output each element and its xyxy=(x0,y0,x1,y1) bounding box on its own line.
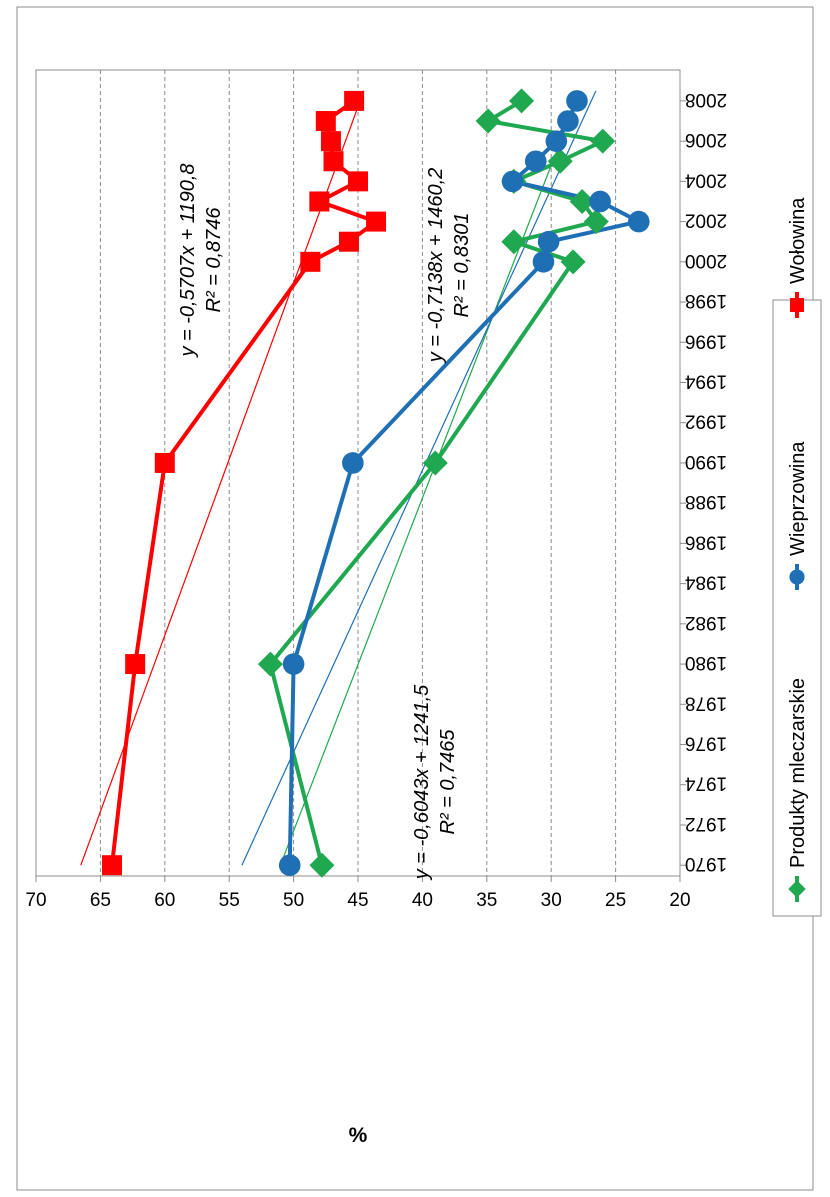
data-point xyxy=(344,90,365,111)
data-point xyxy=(566,90,588,112)
trend-equation-line: y = -0,7138x + 1460,2 xyxy=(425,168,447,365)
legend-box xyxy=(772,299,822,917)
data-point xyxy=(537,230,560,253)
year-tick-label: 2008 xyxy=(685,89,727,110)
value-axis-title: % xyxy=(349,1124,368,1147)
year-tick-label: 2000 xyxy=(685,250,727,271)
legend-label: Wołowina xyxy=(787,197,809,284)
year-axis-ticks: 1970 1972 1974 1976 1978 1980 1982 1984 1986 1988… xyxy=(680,89,727,874)
year-tick-label: 1992 xyxy=(685,411,727,432)
data-point xyxy=(509,88,535,114)
data-point xyxy=(547,148,573,174)
year-tick-label: 1972 xyxy=(685,813,727,834)
data-point xyxy=(590,128,616,154)
year-tick-label: 1988 xyxy=(685,491,727,512)
value-tick-label: 20 xyxy=(669,890,690,911)
trend-r-squared: R² = 0,8301 xyxy=(451,212,473,317)
legend-swatch-marker xyxy=(789,569,805,585)
data-point xyxy=(583,209,609,235)
data-point xyxy=(422,450,448,476)
year-tick-label: 1978 xyxy=(685,692,727,713)
data-point xyxy=(501,229,527,255)
value-axis-ticks: 20 25 30 35 40 45 50 55 60 65 70 xyxy=(25,876,691,911)
year-tick-label: 2006 xyxy=(685,129,727,150)
year-tick-label: 1994 xyxy=(684,370,727,391)
year-tick-label: 1976 xyxy=(685,733,727,754)
trendline xyxy=(241,90,597,866)
data-point xyxy=(282,653,305,675)
data-point xyxy=(101,855,122,876)
value-tick-label: 45 xyxy=(347,890,368,911)
legend-entry: Wieprzowina xyxy=(787,441,809,590)
data-point xyxy=(342,452,364,474)
year-tick-label: 2004 xyxy=(684,169,727,190)
data-point xyxy=(300,251,321,272)
legend-swatch-marker xyxy=(790,298,804,312)
trend-equation: y = -0,7138x + 1460,2 R² = 0,8301 xyxy=(425,168,473,365)
year-tick-label: 1980 xyxy=(685,652,727,673)
year-tick-label: 1990 xyxy=(685,451,727,472)
data-point xyxy=(278,854,301,876)
value-tick-label: 30 xyxy=(541,890,562,911)
legend: Produkty mleczarskie Wieprzowina Wołowina xyxy=(772,197,822,917)
year-tick-label: 1970 xyxy=(685,853,727,874)
value-tick-label: 65 xyxy=(90,890,111,911)
trend-equation-line: y = -0,6043x + 1241,5 xyxy=(411,684,433,881)
trend-r-squared: R² = 0,7465 xyxy=(437,729,459,835)
year-tick-label: 1986 xyxy=(685,531,727,552)
data-point xyxy=(348,171,368,192)
data-point xyxy=(557,110,579,132)
value-tick-label: 35 xyxy=(476,890,497,911)
value-tick-label: 25 xyxy=(605,890,626,911)
value-tick-label: 55 xyxy=(219,890,240,911)
data-point xyxy=(366,211,387,232)
legend-label: Wieprzowina xyxy=(787,441,809,556)
trend-equation: y = -0,5707x + 1190,8 R² = 0,8746 xyxy=(177,163,225,358)
legend-swatch-marker xyxy=(788,880,806,898)
data-point xyxy=(545,130,568,152)
data-point xyxy=(315,111,336,132)
trend-equations: y = -0,6043x + 1241,5 R² = 0,7465 y = -0,7… xyxy=(177,163,473,881)
year-tick-label: 1982 xyxy=(685,612,727,633)
series-line xyxy=(268,99,605,866)
legend-entry: Produkty mleczarskie xyxy=(787,678,809,902)
value-tick-label: 70 xyxy=(25,890,46,911)
value-tick-label: 40 xyxy=(412,890,433,911)
legend-entry: Wołowina xyxy=(787,197,809,318)
trend-equation: y = -0,6043x + 1241,5 R² = 0,7465 xyxy=(411,684,459,881)
data-point xyxy=(560,249,586,275)
data-point xyxy=(338,231,359,252)
data-point xyxy=(569,188,595,214)
data-point xyxy=(323,151,344,172)
data-point xyxy=(532,251,555,273)
series-markers xyxy=(101,88,650,878)
data-point xyxy=(154,452,175,473)
trend-equation-line: y = -0,5707x + 1190,8 xyxy=(177,163,199,358)
data-point xyxy=(524,150,547,173)
data-point xyxy=(627,210,650,233)
data-point xyxy=(501,170,524,193)
year-tick-label: 2002 xyxy=(685,210,727,231)
legend-label: Produkty mleczarskie xyxy=(787,678,809,868)
year-tick-label: 1984 xyxy=(684,572,727,593)
year-tick-label: 1974 xyxy=(684,773,727,794)
year-tick-label: 1996 xyxy=(685,330,727,351)
data-point xyxy=(589,190,611,213)
trend-r-squared: R² = 0,8746 xyxy=(203,207,225,313)
data-point xyxy=(475,108,501,134)
value-tick-label: 60 xyxy=(154,890,175,911)
value-tick-label: 50 xyxy=(283,890,304,911)
data-point xyxy=(257,651,283,677)
data-point xyxy=(320,131,341,152)
data-point xyxy=(309,191,330,212)
data-point xyxy=(309,852,335,878)
year-tick-label: 1998 xyxy=(685,290,727,311)
trendline xyxy=(279,90,581,866)
data-point xyxy=(125,654,146,675)
